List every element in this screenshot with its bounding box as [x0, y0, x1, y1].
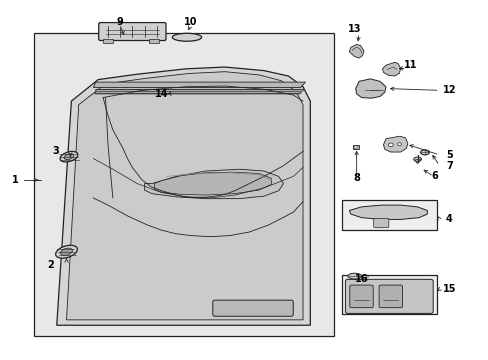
Text: 8: 8 [352, 173, 359, 183]
Polygon shape [348, 44, 363, 58]
Text: 9: 9 [117, 17, 123, 27]
Polygon shape [383, 136, 407, 152]
Text: 10: 10 [184, 17, 197, 27]
Text: 5: 5 [445, 150, 452, 160]
FancyBboxPatch shape [345, 279, 432, 314]
Text: 11: 11 [403, 60, 416, 70]
Polygon shape [93, 82, 305, 87]
Bar [103, 39, 113, 43]
Text: 1: 1 [12, 175, 19, 185]
Ellipse shape [172, 33, 201, 41]
Text: 7: 7 [445, 161, 452, 171]
Text: 12: 12 [442, 85, 455, 95]
Ellipse shape [61, 248, 72, 255]
Ellipse shape [353, 146, 357, 148]
Polygon shape [348, 205, 427, 220]
Bar [341, 275, 436, 315]
Polygon shape [382, 62, 400, 76]
Bar [149, 39, 159, 43]
Ellipse shape [420, 150, 428, 155]
Bar [34, 33, 333, 336]
Ellipse shape [60, 152, 78, 162]
Text: 3: 3 [52, 146, 59, 156]
Polygon shape [355, 79, 385, 98]
Text: 2: 2 [47, 260, 54, 270]
FancyBboxPatch shape [212, 300, 293, 316]
Text: 4: 4 [445, 215, 452, 224]
Ellipse shape [56, 245, 77, 258]
Text: 6: 6 [430, 171, 437, 181]
Polygon shape [57, 67, 310, 325]
FancyBboxPatch shape [378, 285, 402, 308]
Text: 14: 14 [155, 89, 168, 99]
Polygon shape [154, 172, 271, 195]
Ellipse shape [64, 154, 74, 159]
Ellipse shape [387, 143, 392, 147]
Text: 16: 16 [354, 274, 367, 284]
Polygon shape [95, 89, 304, 94]
FancyBboxPatch shape [349, 285, 372, 308]
Polygon shape [66, 72, 303, 320]
Polygon shape [352, 145, 358, 149]
Polygon shape [144, 169, 283, 199]
Ellipse shape [347, 273, 361, 279]
Bar [341, 200, 436, 230]
Ellipse shape [413, 157, 421, 161]
Text: 15: 15 [442, 284, 455, 294]
Text: 13: 13 [347, 24, 360, 35]
FancyBboxPatch shape [99, 23, 165, 41]
Ellipse shape [397, 143, 401, 145]
FancyBboxPatch shape [373, 219, 388, 228]
